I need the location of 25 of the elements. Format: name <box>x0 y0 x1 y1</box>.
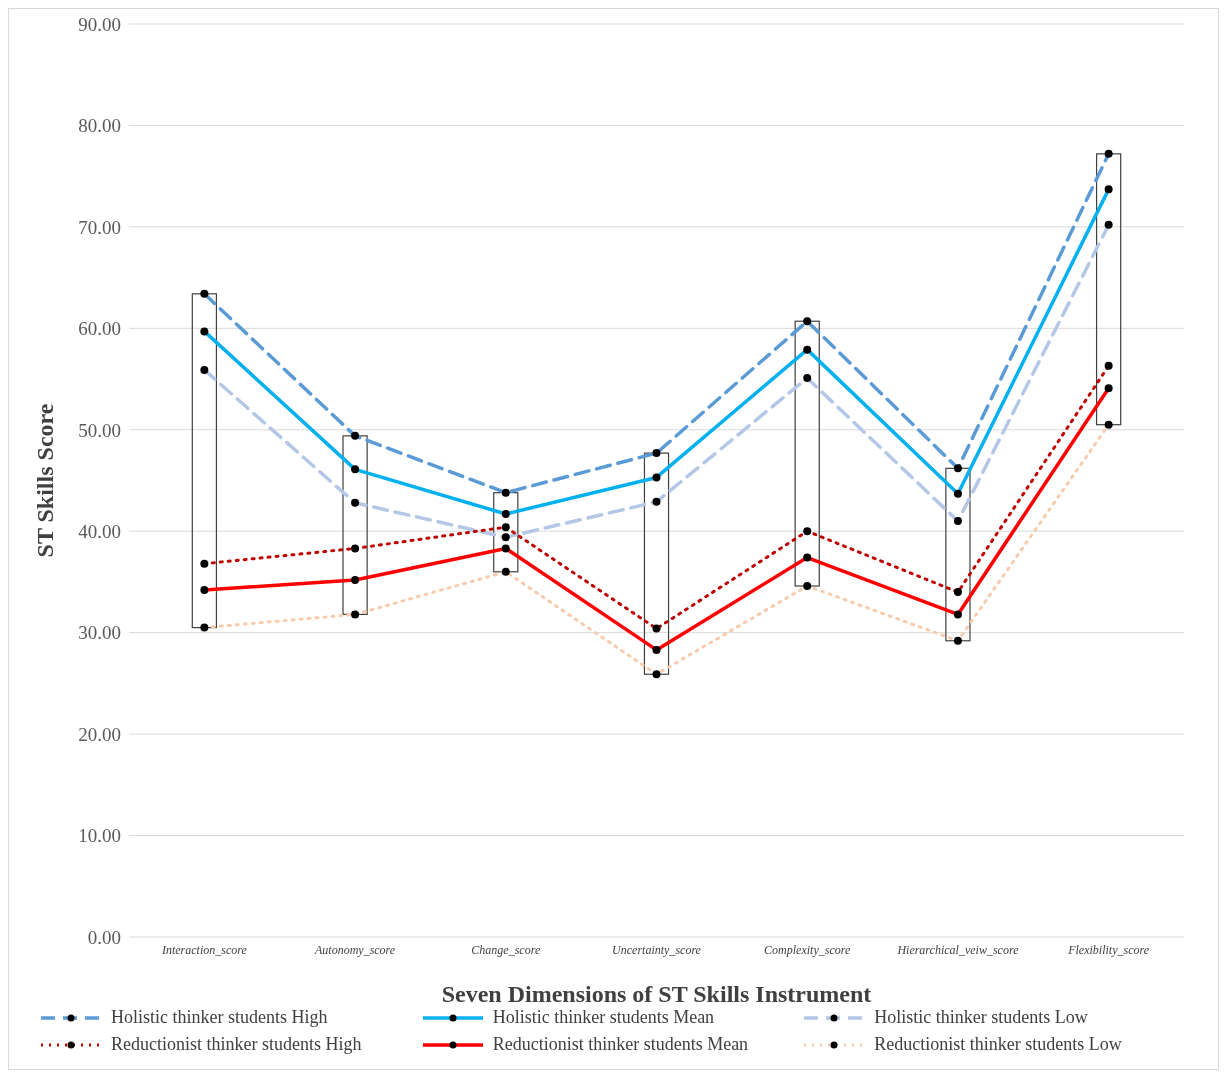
x-tick-label: Change_score <box>471 942 541 957</box>
x-tick-label: Autonomy_score <box>313 942 396 957</box>
y-tick-label: 20.00 <box>78 723 121 745</box>
y-tick-label: 60.00 <box>78 318 121 340</box>
legend-label: Reductionist thinker students Mean <box>492 1034 749 1055</box>
legend-label: Reductionist thinker students Low <box>874 1034 1122 1055</box>
y-tick-label: 0.00 <box>87 926 121 948</box>
legend-label: Reductionist thinker students High <box>111 1034 362 1055</box>
y-tick-label: 90.00 <box>78 13 121 35</box>
legend-label: Holistic thinker students Mean <box>492 1007 715 1028</box>
legend-label: Holistic thinker students Low <box>874 1007 1088 1028</box>
y-axis-title: ST Skills Score <box>31 403 58 558</box>
x-tick-label: Hierarchical_veiw_score <box>896 942 1020 957</box>
x-tick-label: Flexibility_score <box>1067 942 1150 957</box>
y-tick-label: 10.00 <box>78 825 121 847</box>
y-tick-label: 80.00 <box>78 115 121 137</box>
x-axis-title: Seven Dimensions of ST Skills Instrument <box>441 981 872 1007</box>
x-tick-label: Uncertainty_score <box>612 942 702 957</box>
x-tick-label: Complexity_score <box>764 942 851 957</box>
x-tick-label: Interaction_score <box>160 942 248 957</box>
y-tick-label: 70.00 <box>78 216 121 238</box>
y-tick-label: 50.00 <box>78 419 121 441</box>
y-tick-label: 40.00 <box>78 520 121 542</box>
legend-label: Holistic thinker students High <box>111 1007 328 1028</box>
y-tick-label: 30.00 <box>78 622 121 644</box>
